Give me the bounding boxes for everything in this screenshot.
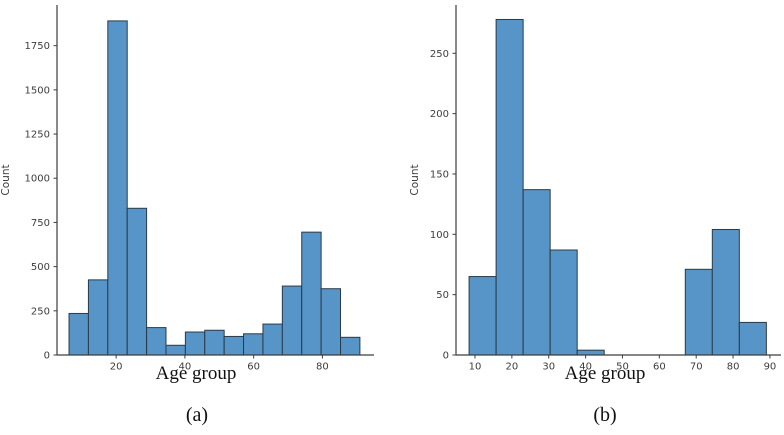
histogram-bar xyxy=(301,231,322,356)
x-tick-label: 60 xyxy=(247,362,260,373)
y-axis-label: Count xyxy=(409,164,421,195)
x-tick-label: 20 xyxy=(505,362,518,373)
histogram-a-canvas: 20 40 60 80 0 250 500 750 1000 1250 1500 1750 Age g… xyxy=(0,5,374,426)
y-tick-label: 50 xyxy=(436,290,449,301)
y-tick-label: 250 xyxy=(430,49,449,60)
histogram-bar xyxy=(495,18,524,356)
histogram-b-canvas: 10 20 30 40 50 60 70 80 90 0 50 100 150 200 250 Age gr… xyxy=(409,5,781,426)
panel-caption: (b) xyxy=(593,404,616,426)
histogram-bar xyxy=(281,285,303,356)
y-tick-label: 0 xyxy=(443,351,449,362)
panel-b: 10 20 30 40 50 60 70 80 90 0 50 100 150 200 250 Age gr… xyxy=(392,0,784,435)
x-tick-label: 60 xyxy=(653,362,666,373)
histogram-bar xyxy=(184,331,206,356)
histogram-bar xyxy=(68,312,89,356)
x-axis-label: Age group xyxy=(156,363,237,384)
x-tick-label: 40 xyxy=(179,362,192,373)
histogram-bar xyxy=(262,323,283,356)
x-tick-label: 50 xyxy=(616,362,629,373)
histogram-bar xyxy=(204,329,225,356)
histogram-bar xyxy=(320,288,342,356)
y-tick-label: 500 xyxy=(31,262,50,273)
histogram-bar xyxy=(684,268,713,356)
histogram-bar xyxy=(107,20,128,356)
histogram-a-bars xyxy=(68,20,361,356)
histogram-bar xyxy=(223,335,245,356)
histogram-bar xyxy=(711,228,740,356)
x-tick-label: 80 xyxy=(316,362,329,373)
histogram-bar xyxy=(468,276,497,356)
histogram-bar xyxy=(87,279,109,356)
y-tick-label: 200 xyxy=(430,109,449,120)
y-tick-label: 150 xyxy=(430,169,449,180)
histogram-bar xyxy=(549,249,578,356)
y-tick-label: 1250 xyxy=(25,130,50,141)
histogram-bar xyxy=(126,207,148,356)
x-axis-label: Age group xyxy=(565,363,646,384)
histogram-bar xyxy=(243,333,264,356)
y-axis-label: Count xyxy=(0,164,12,195)
y-tick-label: 250 xyxy=(31,306,50,317)
y-tick-label: 1750 xyxy=(25,41,50,52)
histogram-bar xyxy=(522,189,551,356)
histogram-bar xyxy=(340,336,361,356)
y-tick-label: 100 xyxy=(430,230,449,241)
x-tick-label: 30 xyxy=(542,362,555,373)
y-tick-label: 750 xyxy=(31,218,50,229)
histogram-bar xyxy=(165,344,186,356)
x-tick-label: 70 xyxy=(690,362,703,373)
y-tick-label: 1000 xyxy=(25,174,50,185)
x-tick-label: 10 xyxy=(469,362,482,373)
panel-a: 20 40 60 80 0 250 500 750 1000 1250 1500 1750 Age g… xyxy=(0,5,374,426)
x-tick-label: 80 xyxy=(727,362,740,373)
histogram-b-bars xyxy=(468,18,767,356)
x-tick-label: 40 xyxy=(579,362,592,373)
y-tick-label: 1500 xyxy=(25,85,50,96)
histogram-bar xyxy=(576,349,605,356)
x-tick-label: 90 xyxy=(764,362,777,373)
panel-caption: (a) xyxy=(186,404,208,426)
histogram-bar xyxy=(738,321,767,356)
y-tick-label: 0 xyxy=(44,351,50,362)
x-tick-label: 20 xyxy=(110,362,123,373)
histogram-b-axes: 10 20 30 40 50 60 70 80 90 0 50 100 150 200 250 xyxy=(430,5,781,373)
histogram-a-axes: 20 40 60 80 0 250 500 750 1000 1250 1500 1750 xyxy=(25,5,374,373)
histogram-bar xyxy=(146,327,167,356)
